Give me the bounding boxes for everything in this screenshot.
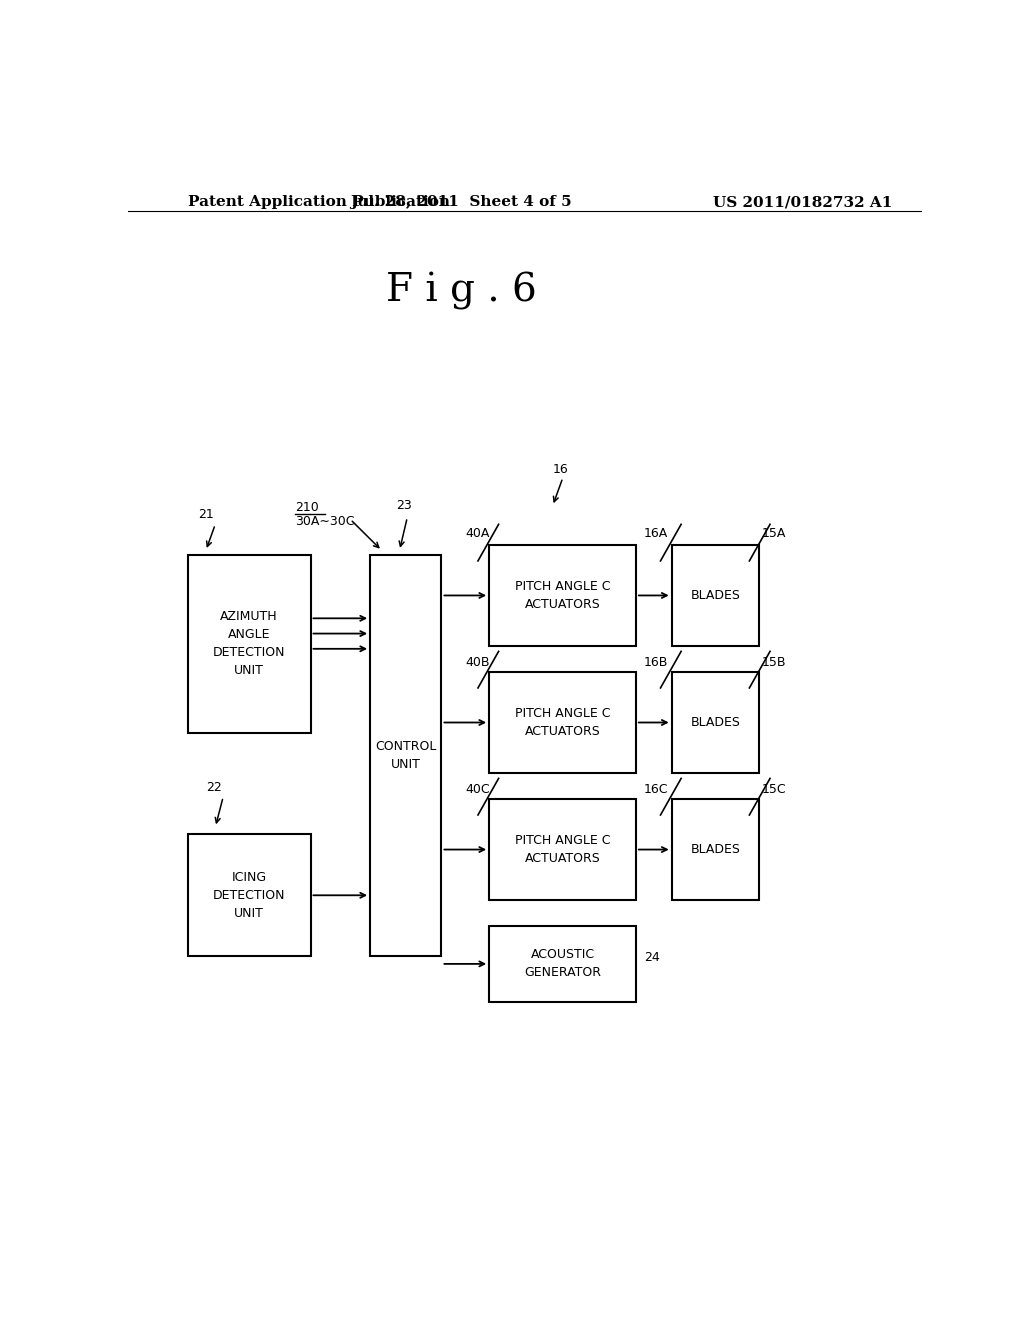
Bar: [672, 799, 759, 900]
Text: 16B: 16B: [644, 656, 669, 669]
Text: 40A: 40A: [465, 527, 489, 540]
Text: 30A∼30C: 30A∼30C: [295, 515, 354, 528]
Text: Patent Application Publication: Patent Application Publication: [187, 195, 450, 209]
Text: Jul. 28, 2011  Sheet 4 of 5: Jul. 28, 2011 Sheet 4 of 5: [350, 195, 572, 209]
Text: 15C: 15C: [761, 783, 785, 796]
Text: 24: 24: [644, 952, 659, 965]
Bar: [672, 545, 759, 647]
Text: BLADES: BLADES: [690, 715, 740, 729]
Text: ACOUSTIC
GENERATOR: ACOUSTIC GENERATOR: [524, 948, 601, 979]
Text: 22: 22: [206, 780, 221, 793]
Text: ICING
DETECTION
UNIT: ICING DETECTION UNIT: [213, 871, 286, 920]
Text: 16: 16: [553, 462, 568, 475]
Bar: [489, 799, 636, 900]
Bar: [187, 554, 310, 733]
Text: 40C: 40C: [465, 783, 489, 796]
Text: 40B: 40B: [465, 656, 489, 669]
Text: AZIMUTH
ANGLE
DETECTION
UNIT: AZIMUTH ANGLE DETECTION UNIT: [213, 610, 286, 677]
Bar: [187, 834, 310, 956]
Text: CONTROL
UNIT: CONTROL UNIT: [375, 741, 436, 771]
Text: 21: 21: [198, 508, 214, 521]
Text: PITCH ANGLE C
ACTUATORS: PITCH ANGLE C ACTUATORS: [515, 708, 610, 738]
Text: 23: 23: [396, 499, 412, 512]
Bar: [489, 672, 636, 774]
Bar: [489, 545, 636, 647]
Text: 16A: 16A: [644, 527, 668, 540]
Text: 15A: 15A: [761, 527, 785, 540]
Text: PITCH ANGLE C
ACTUATORS: PITCH ANGLE C ACTUATORS: [515, 834, 610, 865]
Text: 210: 210: [295, 502, 318, 515]
Text: BLADES: BLADES: [690, 843, 740, 857]
Text: 16C: 16C: [644, 783, 669, 796]
Bar: [370, 554, 441, 956]
Text: PITCH ANGLE C
ACTUATORS: PITCH ANGLE C ACTUATORS: [515, 579, 610, 611]
Bar: [672, 672, 759, 774]
Text: 15B: 15B: [761, 656, 785, 669]
Text: F i g . 6: F i g . 6: [386, 272, 537, 309]
Text: US 2011/0182732 A1: US 2011/0182732 A1: [713, 195, 892, 209]
Bar: [489, 925, 636, 1002]
Text: BLADES: BLADES: [690, 589, 740, 602]
